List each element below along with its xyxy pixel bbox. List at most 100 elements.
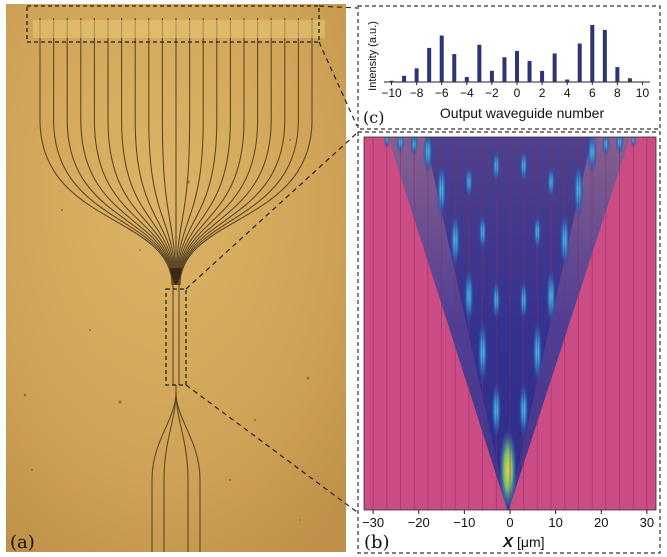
dust-particle xyxy=(306,376,310,380)
waveguide xyxy=(175,18,191,286)
dust-particle xyxy=(289,139,291,141)
bar--2 xyxy=(489,70,494,82)
panel-label-b: (b) xyxy=(364,532,390,553)
waveguide xyxy=(107,18,175,286)
bar-y-axis-label: Intensity (a.u.) xyxy=(367,21,379,91)
waveguide-array xyxy=(39,18,313,552)
bar-x-tick-label: 10 xyxy=(636,86,650,100)
coupling-waveguide xyxy=(172,285,180,385)
waveguide xyxy=(176,18,218,286)
bar-x-tick-label: −2 xyxy=(485,86,499,100)
bar-7 xyxy=(602,29,607,83)
input-hotspot xyxy=(499,428,517,510)
heatmap-x-tick-label: −30 xyxy=(362,515,384,530)
bar--10 xyxy=(389,80,394,82)
bar-0 xyxy=(515,51,519,82)
bar-x-tick-label: 4 xyxy=(564,86,571,100)
bar-5 xyxy=(577,43,582,82)
zoom-region-box xyxy=(165,288,187,386)
bar-6 xyxy=(590,24,595,82)
bar-x-tick-labels: −10 −8 −6 −4 −2 0 2 4 6 8 10 xyxy=(381,82,649,100)
waveguide xyxy=(176,18,204,286)
heatmap-x-variable: X xyxy=(502,534,514,551)
bar--9 xyxy=(402,75,407,82)
waveguide xyxy=(177,18,259,286)
waveguide xyxy=(53,18,173,286)
waveguide xyxy=(134,18,176,286)
waveguide xyxy=(178,18,286,286)
bar-8 xyxy=(615,67,620,82)
bar--4 xyxy=(464,77,469,82)
bar-x-tick-label: 0 xyxy=(514,86,521,100)
dust-particles xyxy=(23,139,310,521)
dust-particle xyxy=(186,180,190,184)
bar-3 xyxy=(552,53,557,82)
input-waveguide-inner-left xyxy=(163,391,177,552)
panel-label-c: (c) xyxy=(363,108,384,127)
bar-2 xyxy=(540,70,545,82)
bar-chart-panel: −10 −8 −6 −4 −2 0 2 4 6 8 10 Intensity (a.u.) Outp… xyxy=(357,5,661,130)
waveguide-taper xyxy=(170,268,182,284)
bar--6 xyxy=(439,35,444,82)
bar-4 xyxy=(565,79,570,82)
waveguide xyxy=(179,18,313,286)
heatmap-x-tick-label: −20 xyxy=(408,515,430,530)
bar-x-tick-label: −6 xyxy=(435,86,449,100)
waveguide xyxy=(121,18,175,286)
micrograph-panel: (a) xyxy=(6,4,346,553)
bar-x-tick-label: −10 xyxy=(381,86,402,100)
waveguide xyxy=(177,18,245,286)
bar-x-tick-label: 2 xyxy=(539,86,546,100)
bar--1 xyxy=(502,57,507,82)
dust-particle xyxy=(228,478,232,482)
heatmap-x-unit: [μm] xyxy=(517,534,545,550)
heatmap-x-tick-label: 20 xyxy=(594,515,608,530)
output-region-box xyxy=(26,5,320,43)
intensity-spots xyxy=(383,137,637,440)
bar-chart-frame xyxy=(357,5,661,130)
bar-x-tick-label: 6 xyxy=(589,86,596,100)
bar-x-axis-label: Output waveguide number xyxy=(440,105,605,121)
waveguide xyxy=(148,18,176,286)
waveguide-lines xyxy=(372,137,648,510)
dust-particle xyxy=(299,519,301,521)
panel-label-a: (a) xyxy=(10,532,35,553)
bar--5 xyxy=(452,54,457,82)
zoom-line-top xyxy=(185,132,358,290)
dust-particle xyxy=(60,208,64,212)
bar--8 xyxy=(414,68,419,82)
bar-x-tick-label: −8 xyxy=(410,86,424,100)
heatmap-plot xyxy=(364,137,656,510)
dust-particle xyxy=(118,400,122,404)
heatmap-x-tick-labels: −30 −20 −10 0 10 20 30 xyxy=(362,510,654,530)
waveguide xyxy=(177,18,231,286)
waveguide xyxy=(66,18,174,286)
heatmap-panel: −30 −20 −10 0 10 20 30 X [μm] (b) xyxy=(357,131,661,554)
heatmap-x-tick-label: 0 xyxy=(506,515,513,530)
waveguide xyxy=(80,18,174,286)
heatmap-x-tick-label: 10 xyxy=(548,515,562,530)
light-cone-core xyxy=(425,137,592,510)
bar--3 xyxy=(477,44,482,82)
heatmap-x-tick-label: 30 xyxy=(640,515,654,530)
heatmap-x-tick-label: −10 xyxy=(453,515,475,530)
bar--7 xyxy=(427,47,432,82)
dust-particle xyxy=(253,418,257,422)
waveguide xyxy=(161,18,177,286)
waveguide xyxy=(93,18,175,286)
dust-particle xyxy=(139,249,141,251)
output-line-top xyxy=(318,5,358,9)
waveguide xyxy=(179,18,299,286)
zoom-connectors xyxy=(185,5,358,513)
dust-particle xyxy=(31,469,33,471)
bar-x-tick-label: −4 xyxy=(460,86,474,100)
bar-1 xyxy=(527,60,532,82)
bar-9 xyxy=(627,78,632,82)
dust-particle xyxy=(89,329,91,331)
dust-particle xyxy=(23,393,27,397)
waveguide-label-strip xyxy=(33,20,325,38)
output-line-bottom xyxy=(318,41,358,127)
bar-x-tick-label: 8 xyxy=(614,86,621,100)
waveguide xyxy=(39,18,173,286)
